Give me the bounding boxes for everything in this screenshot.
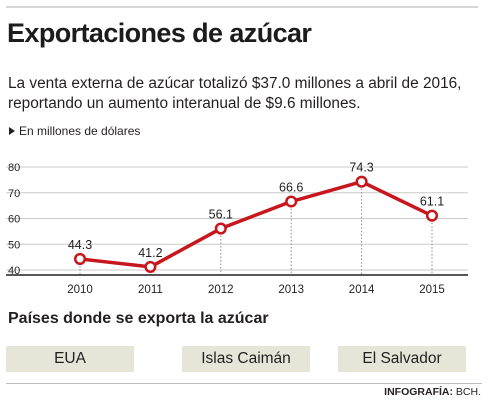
data-label: 66.6 [279,181,303,195]
x-tick-label: 2012 [208,284,234,296]
subtitle: La venta externa de azúcar totalizó $37.… [8,75,462,112]
page-title: Exportaciones de azúcar [7,18,312,48]
data-label: 74.3 [349,161,373,175]
bottom-rule [6,383,482,384]
data-point [214,222,227,235]
y-tick-label: 40 [8,265,20,277]
data-point [144,260,157,273]
y-tick-label: 50 [8,239,20,251]
countries-heading: Países donde se exporta la azúcar [8,310,269,327]
data-point [425,209,439,222]
credit-source: BCH. [455,386,481,398]
unit-label-row: En millones de dólares [9,124,140,138]
credit-label: INFOGRAFÍA: [384,386,453,398]
y-tick-label: 80 [8,162,20,174]
x-tick-label: 2014 [349,284,375,296]
country-box-islas-caiman: Islas Caimán [182,346,310,372]
data-label: 44.3 [68,238,92,252]
top-rule [6,6,478,8]
y-axis-ticks: 40 50 60 70 80 [8,162,20,277]
x-tick-label: 2011 [138,284,163,296]
x-tick-label: 2015 [419,284,445,296]
x-tick-label: 2010 [67,284,93,296]
country-box-el-salvador: El Salvador [338,346,466,372]
triangle-bullet-icon [9,127,15,135]
data-point [73,252,87,265]
line-chart: 40 50 60 70 80 2010 2011 2012 2013 2014 2015 44.3… [6,161,468,296]
country-box-eua: EUA [6,346,134,372]
x-axis-ticks: 2010 2011 2012 2013 2014 2015 [67,284,445,296]
credit: INFOGRAFÍA: BCH. [384,386,481,398]
data-point [285,195,298,208]
data-line [78,179,434,269]
chart-droplines [79,181,433,275]
y-tick-label: 70 [8,188,20,200]
y-tick-label: 60 [8,214,20,226]
data-points [73,175,439,273]
unit-label: En millones de dólares [19,124,141,138]
chart-gridlines [6,166,468,271]
x-tick-label: 2013 [278,284,304,296]
data-label: 61.1 [420,195,444,209]
data-label: 56.1 [209,208,233,222]
data-label: 41.2 [138,246,162,260]
data-labels: 44.3 41.2 56.1 66.6 74.3 61.1 [68,161,444,260]
data-point [355,175,368,188]
